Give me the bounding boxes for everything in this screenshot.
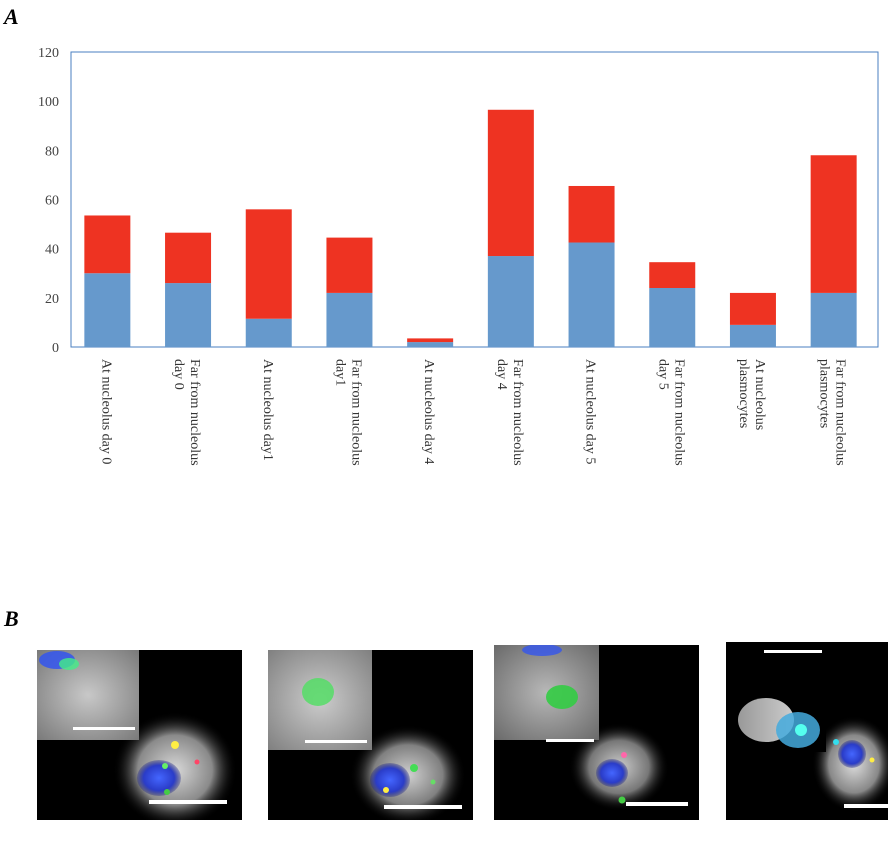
micrograph-2 bbox=[268, 650, 473, 820]
bar-segment bbox=[165, 232, 212, 284]
category-label: At nucleolus day1 bbox=[260, 359, 275, 461]
bar-segment bbox=[810, 292, 857, 347]
category-label: At nucleolus day 4 bbox=[421, 359, 436, 464]
y-tick-label: 40 bbox=[45, 243, 59, 258]
bar-segment bbox=[245, 318, 292, 347]
y-tick-label: 120 bbox=[38, 46, 59, 61]
category-label-line: At nucleolus bbox=[752, 359, 767, 430]
y-tick-label: 0 bbox=[52, 341, 59, 356]
bar-segment bbox=[165, 283, 212, 347]
bar-segment bbox=[810, 155, 857, 293]
category-label-line: day 4 bbox=[494, 359, 509, 390]
bar-segment bbox=[649, 262, 696, 288]
micrograph-2-image bbox=[268, 650, 466, 820]
plot-border bbox=[70, 51, 879, 348]
category-label-line: Far from nucleolus bbox=[187, 359, 202, 466]
panel-a-label: A bbox=[4, 4, 19, 29]
category-label-line: Far from nucleolus bbox=[671, 359, 686, 466]
micrograph-3 bbox=[494, 645, 699, 820]
bar-segment bbox=[326, 292, 373, 347]
bar-segment bbox=[568, 185, 615, 243]
bar-segment bbox=[84, 273, 131, 347]
micrograph-1-image bbox=[37, 650, 237, 820]
category-label-line: Far from nucleolus bbox=[510, 359, 525, 466]
category-label: At nucleolus day 5 bbox=[583, 359, 598, 464]
category-label-line: plasmocytes bbox=[736, 359, 751, 428]
category-labels: At nucleolus day 0 Far from nucleolusday … bbox=[98, 359, 847, 466]
bar-segment bbox=[729, 292, 776, 325]
y-tick-label: 100 bbox=[38, 95, 59, 110]
bar-segment bbox=[407, 338, 454, 343]
category-label-line: Far from nucleolus bbox=[348, 359, 363, 466]
micrograph-3-image bbox=[494, 645, 688, 811]
bar-segment bbox=[729, 324, 776, 347]
bar-segment bbox=[326, 237, 373, 293]
category-label-line: At nucleolus day 5 bbox=[583, 359, 598, 464]
bar-segment bbox=[568, 242, 615, 347]
bar-segment bbox=[245, 209, 292, 319]
bar-segment bbox=[487, 109, 534, 257]
plot-frame bbox=[70, 51, 879, 348]
micrograph-4-image bbox=[726, 650, 888, 812]
category-label-line: day 5 bbox=[655, 359, 670, 390]
category-label-line: At nucleolus day 4 bbox=[421, 359, 436, 464]
bar-segment bbox=[84, 215, 131, 274]
bar-segment bbox=[407, 342, 454, 347]
category-label-line: plasmocytes bbox=[817, 359, 832, 428]
bar-segment bbox=[487, 256, 534, 347]
bar-segment bbox=[649, 288, 696, 347]
category-label-line: At nucleolus day1 bbox=[260, 359, 275, 461]
y-tick-label: 60 bbox=[45, 194, 59, 209]
category-label-line: At nucleolus day 0 bbox=[98, 359, 113, 464]
micrograph-4 bbox=[726, 642, 888, 820]
category-label-line: Far from nucleolus bbox=[833, 359, 848, 466]
panel-b-label: B bbox=[4, 606, 19, 631]
category-label: At nucleolus day 0 bbox=[98, 359, 113, 464]
micrograph-1 bbox=[37, 650, 242, 820]
y-axis-ticks: 0 20 40 60 80 100 120 bbox=[38, 46, 59, 356]
category-label-line: day 0 bbox=[171, 359, 186, 390]
bars bbox=[84, 109, 857, 347]
y-tick-label: 80 bbox=[45, 144, 59, 159]
y-tick-label: 20 bbox=[45, 292, 59, 307]
category-label-line: day1 bbox=[332, 359, 347, 386]
